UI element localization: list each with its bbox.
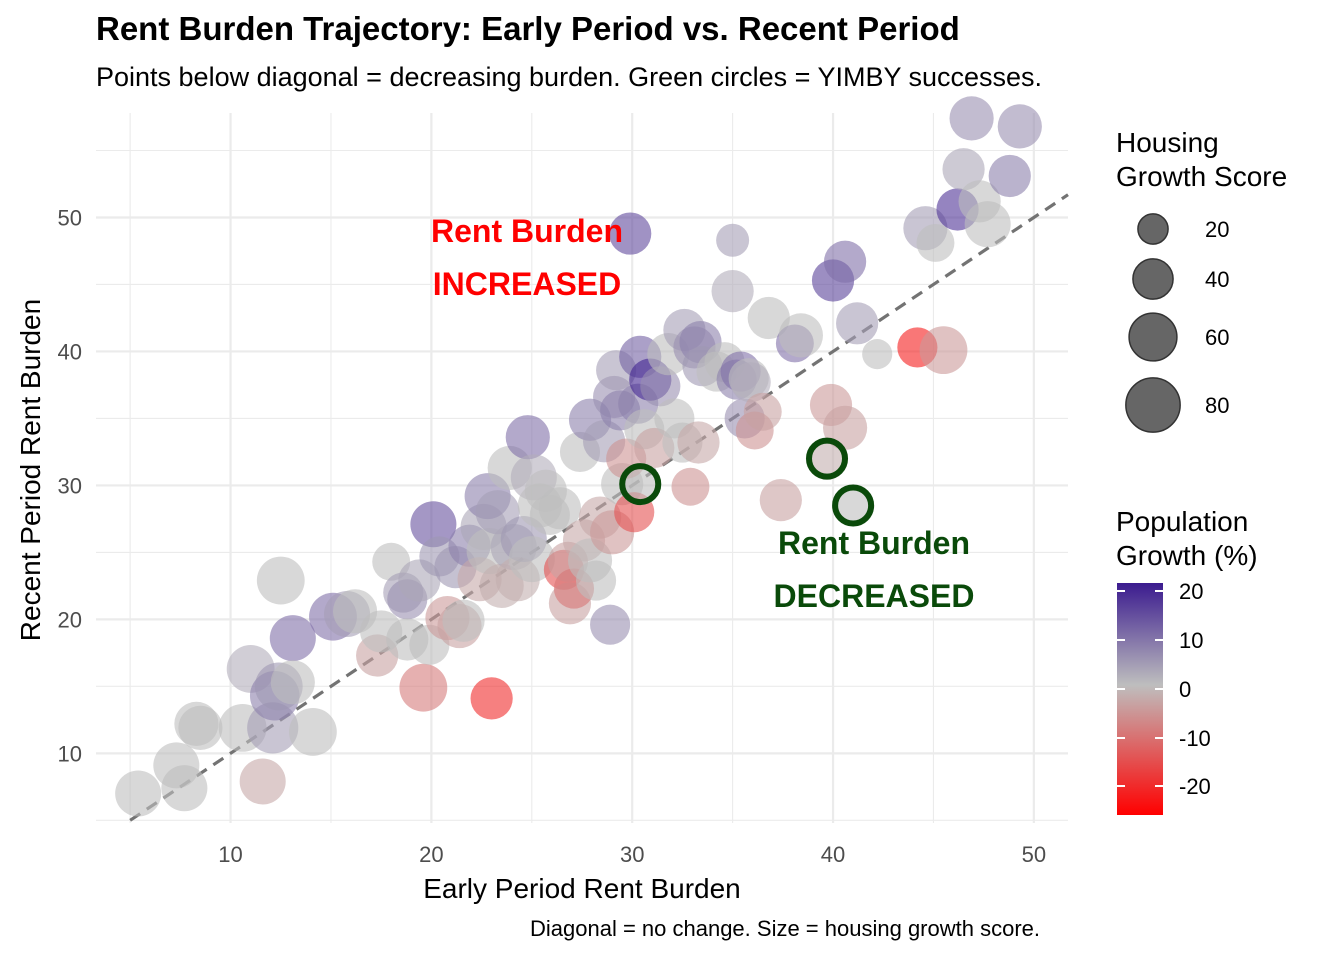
color-legend-bar — [1117, 583, 1163, 815]
chart-caption: Diagonal = no change. Size = housing gro… — [530, 916, 1040, 941]
data-point — [399, 663, 448, 712]
data-point — [671, 467, 710, 506]
size-legend-key — [1137, 213, 1169, 245]
chart-title: Rent Burden Trajectory: Early Period vs.… — [96, 10, 960, 47]
data-point — [178, 705, 223, 750]
size-legend-key — [1132, 258, 1174, 300]
x-axis-title: Early Period Rent Burden — [423, 873, 741, 904]
color-legend-title-line2: Growth (%) — [1116, 540, 1258, 571]
data-point — [716, 223, 750, 257]
yimby-point — [832, 484, 875, 527]
data-point — [505, 415, 550, 460]
data-point — [964, 201, 1011, 248]
data-point — [988, 154, 1031, 198]
data-point — [269, 615, 316, 662]
x-tick-label: 50 — [1022, 842, 1046, 867]
data-point — [575, 560, 617, 601]
size-legend: Housing Growth Score 20 40 60 80 — [1116, 127, 1287, 433]
yimby-success-ring — [806, 437, 849, 480]
size-legend-key — [1125, 377, 1181, 433]
data-point — [609, 212, 652, 255]
color-legend-label: 10 — [1179, 628, 1203, 653]
data-point — [442, 599, 485, 642]
size-legend-label: 40 — [1205, 267, 1229, 292]
y-tick-label: 40 — [58, 339, 82, 364]
data-point — [823, 240, 867, 283]
color-legend-label: -20 — [1179, 774, 1211, 799]
data-point — [640, 366, 681, 407]
data-point — [115, 770, 162, 817]
x-tick-label: 30 — [620, 842, 644, 867]
data-point — [677, 421, 720, 464]
y-tick-label: 50 — [58, 205, 82, 230]
yimby-point — [619, 462, 662, 506]
color-legend-label: 20 — [1179, 579, 1203, 604]
y-tick-label: 20 — [58, 607, 82, 632]
x-tick-label: 10 — [218, 842, 242, 867]
annotation-increased-line2: INCREASED — [433, 266, 621, 302]
x-tick-label: 20 — [419, 842, 443, 867]
data-point — [288, 707, 337, 756]
data-point — [256, 556, 305, 605]
annotation-increased-line1: Rent Burden — [431, 213, 623, 249]
data-point — [759, 479, 802, 522]
data-point — [470, 677, 513, 720]
data-point — [997, 104, 1042, 149]
data-point — [270, 660, 315, 705]
yimby-success-ring — [619, 463, 662, 506]
data-point — [862, 339, 893, 370]
color-legend-label: 0 — [1179, 677, 1191, 702]
chart-subtitle: Points below diagonal = decreasing burde… — [96, 62, 1043, 92]
size-legend-label: 60 — [1205, 325, 1229, 350]
data-point — [508, 536, 555, 583]
data-point — [538, 487, 582, 530]
y-tick-label: 10 — [58, 741, 82, 766]
data-point — [747, 296, 790, 340]
size-legend-title-line2: Growth Score — [1116, 161, 1287, 192]
data-point — [410, 501, 457, 548]
data-point — [916, 223, 955, 262]
y-axis-title: Recent Period Rent Burden — [15, 299, 46, 641]
data-point — [590, 604, 631, 645]
data-point — [239, 758, 286, 805]
yimby-success-ring — [832, 484, 875, 527]
data-point — [711, 270, 754, 313]
color-legend-label: -10 — [1179, 726, 1211, 751]
size-legend-key — [1128, 312, 1178, 362]
color-legend-title-line1: Population — [1116, 506, 1248, 537]
size-legend-label: 20 — [1205, 217, 1229, 242]
data-point — [836, 302, 879, 345]
size-legend-label: 80 — [1205, 393, 1229, 418]
y-tick-label: 30 — [58, 473, 82, 498]
data-point — [743, 392, 782, 431]
color-legend: Population Growth (%) 20 10 0 -10 -20 — [1116, 506, 1258, 815]
data-point — [161, 765, 208, 812]
size-legend-title-line1: Housing — [1116, 127, 1219, 158]
x-tick-label: 40 — [821, 842, 845, 867]
yimby-point — [805, 437, 849, 480]
data-point — [919, 326, 968, 375]
data-point — [730, 362, 771, 403]
data-point — [778, 313, 823, 358]
annotation-decreased-line2: DECREASED — [774, 578, 975, 614]
data-point — [942, 148, 985, 191]
data-point — [949, 96, 994, 141]
annotation-decreased-line1: Rent Burden — [778, 525, 970, 561]
